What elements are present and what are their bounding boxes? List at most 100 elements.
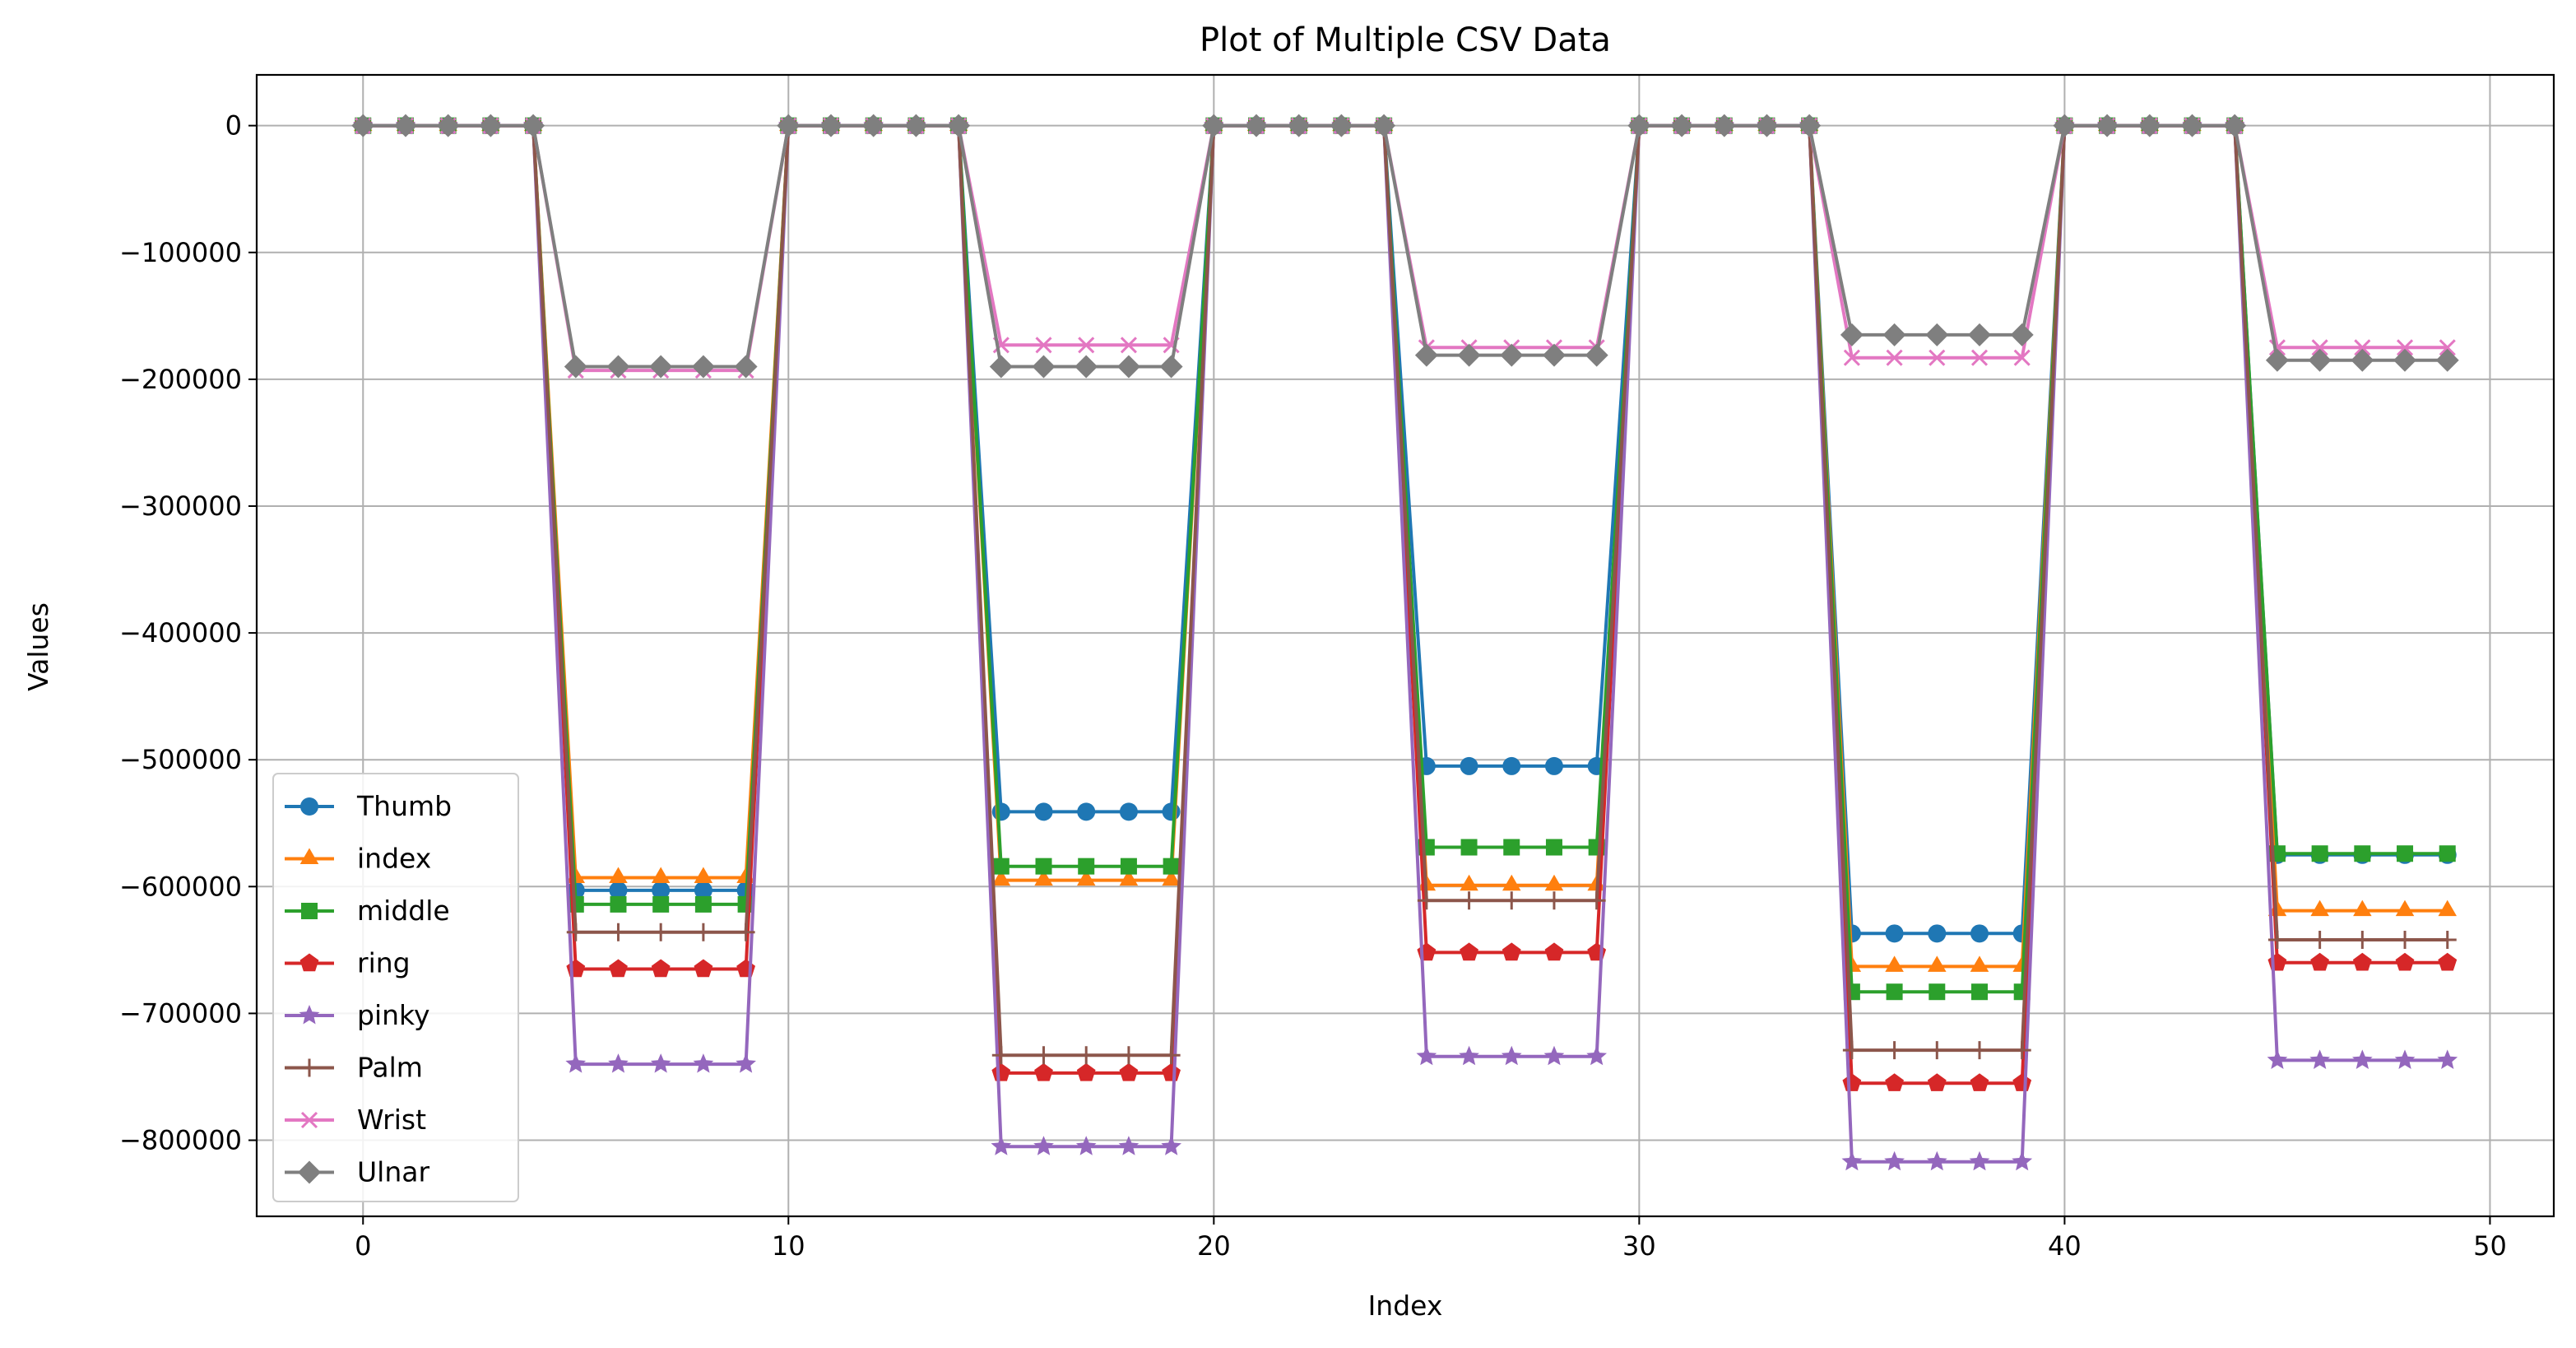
legend-item-pinky: pinky	[285, 999, 430, 1031]
legend-marker	[300, 1111, 318, 1129]
y-tick-label: −500000	[119, 744, 242, 775]
data-point-middle	[1886, 983, 1903, 1001]
data-point-ring	[651, 959, 671, 978]
data-point-pinky	[2437, 1049, 2458, 1069]
data-point-ulnar	[1627, 114, 1651, 137]
data-point-wrist	[1078, 337, 1095, 354]
series-group	[351, 114, 2459, 1171]
data-point-wrist	[1929, 349, 1946, 366]
data-point-index	[1885, 955, 1904, 972]
data-point-thumb	[1034, 802, 1053, 821]
data-point-ring	[1970, 1073, 1989, 1091]
data-point-palm	[1587, 891, 1606, 910]
y-axis-label: Values	[22, 602, 54, 691]
data-point-index	[1460, 874, 1478, 891]
data-point-index	[1970, 955, 1989, 972]
data-point-index	[2267, 899, 2287, 917]
data-point-pinky	[2012, 1150, 2033, 1171]
data-point-middle	[1929, 983, 1946, 1001]
data-point-ulnar	[1500, 343, 1524, 367]
data-point-thumb	[1460, 756, 1478, 775]
data-point-palm	[1077, 1046, 1096, 1065]
data-point-pinky	[1161, 1136, 1181, 1155]
y-tick-label: −700000	[119, 997, 242, 1029]
data-point-palm	[2267, 931, 2286, 950]
data-point-ulnar	[904, 114, 928, 137]
data-point-ring	[1544, 942, 1564, 961]
data-point-ulnar	[1712, 114, 1736, 137]
legend-item-palm: Palm	[285, 1052, 423, 1084]
data-point-ulnar	[1882, 323, 1906, 346]
data-point-index	[694, 867, 713, 883]
data-point-pinky	[1501, 1045, 1522, 1066]
data-point-thumb	[1502, 756, 1521, 775]
legend-label: Ulnar	[357, 1156, 429, 1188]
data-point-middle	[1163, 858, 1180, 875]
y-tick-label: −400000	[119, 617, 242, 648]
data-point-pinky	[2267, 1049, 2288, 1069]
data-point-palm	[1928, 1041, 1947, 1060]
data-point-pinky	[693, 1053, 714, 1073]
data-point-index	[1119, 869, 1139, 886]
data-point-palm	[2396, 931, 2415, 950]
legend-marker	[299, 1005, 320, 1025]
data-point-wrist	[1843, 349, 1860, 366]
data-point-pinky	[2394, 1049, 2416, 1069]
data-point-palm	[1034, 1046, 1053, 1065]
legend-marker	[301, 903, 318, 919]
legend-item-wrist: Wrist	[285, 1104, 426, 1136]
y-tick-label: −600000	[119, 871, 242, 902]
legend: Thumb index middle ring pinky Palm Wrist Ulnar	[272, 773, 519, 1202]
legend-label: Thumb	[356, 790, 452, 822]
data-point-ulnar	[1585, 343, 1608, 367]
data-point-pinky	[565, 1053, 587, 1073]
data-point-wrist	[2311, 339, 2328, 356]
y-tick-label: −100000	[119, 237, 242, 268]
data-point-index	[651, 867, 671, 883]
plot-frame	[255, 73, 2555, 1218]
data-point-middle	[1078, 858, 1095, 875]
data-point-thumb	[652, 881, 671, 899]
legend-marker	[298, 1160, 321, 1184]
data-point-ulnar	[2137, 114, 2161, 137]
data-point-palm	[736, 923, 755, 941]
data-point-index	[2395, 899, 2415, 917]
data-point-pinky	[650, 1053, 671, 1073]
data-point-palm	[991, 1046, 1010, 1065]
legend-box	[272, 773, 519, 1202]
legend-marker	[300, 1058, 318, 1077]
data-point-wrist	[2354, 339, 2371, 356]
data-point-middle	[2354, 845, 2371, 862]
data-point-pinky	[2352, 1049, 2373, 1069]
data-point-pinky	[1841, 1150, 1863, 1171]
x-tick-label: 10	[772, 1230, 805, 1262]
legend-label: pinky	[357, 999, 430, 1031]
data-point-ring	[1460, 942, 1478, 961]
data-point-middle	[2311, 845, 2328, 862]
data-point-palm	[1162, 1046, 1181, 1065]
data-point-ulnar	[1968, 323, 1991, 346]
data-point-ulnar	[1414, 343, 1438, 367]
legend-marker	[299, 953, 319, 972]
data-point-ring	[2352, 952, 2372, 971]
data-point-ulnar	[1798, 114, 1822, 137]
data-point-ulnar	[1372, 114, 1396, 137]
data-point-index	[1502, 874, 1521, 891]
data-point-wrist	[1035, 337, 1052, 354]
data-point-thumb	[1885, 924, 1904, 943]
data-point-ring	[1119, 1062, 1139, 1081]
data-point-middle	[1120, 858, 1137, 875]
data-point-index	[2310, 899, 2329, 917]
data-point-ulnar	[564, 355, 587, 379]
data-point-palm	[1417, 891, 1436, 910]
legend-marker	[299, 848, 319, 864]
data-point-ulnar	[1670, 114, 1694, 137]
data-point-ulnar	[1925, 323, 1949, 346]
data-point-ulnar	[819, 114, 842, 137]
data-point-index	[2438, 899, 2457, 917]
data-point-index	[1034, 869, 1053, 886]
data-point-pinky	[2309, 1049, 2330, 1069]
data-point-pinky	[736, 1053, 756, 1073]
data-point-ulnar	[2265, 348, 2289, 372]
data-point-index	[609, 867, 628, 883]
